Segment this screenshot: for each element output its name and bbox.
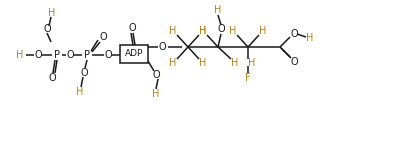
- Text: H: H: [169, 26, 177, 36]
- Text: H: H: [16, 50, 24, 60]
- Text: H: H: [152, 89, 160, 99]
- Text: O: O: [43, 24, 51, 34]
- Text: O: O: [290, 57, 298, 67]
- Text: P: P: [84, 50, 90, 60]
- Text: H: H: [199, 26, 207, 36]
- Text: H: H: [231, 58, 239, 68]
- Text: O: O: [217, 24, 225, 34]
- Text: H: H: [306, 33, 314, 43]
- Text: O: O: [80, 68, 88, 78]
- Text: O: O: [104, 50, 112, 60]
- Text: H: H: [214, 5, 222, 15]
- Text: O: O: [99, 32, 107, 42]
- Text: H: H: [48, 8, 56, 18]
- Text: O: O: [152, 70, 160, 80]
- Text: ADP: ADP: [125, 49, 143, 59]
- Text: P: P: [54, 50, 60, 60]
- Text: O: O: [34, 50, 42, 60]
- Text: H: H: [199, 26, 207, 36]
- Text: O: O: [158, 42, 166, 52]
- Text: H: H: [248, 58, 256, 68]
- Text: O: O: [48, 73, 56, 83]
- Text: O: O: [128, 23, 136, 33]
- Text: O: O: [66, 50, 74, 60]
- Text: H: H: [199, 58, 207, 68]
- Text: O: O: [290, 29, 298, 39]
- Text: H: H: [229, 26, 237, 36]
- Text: F: F: [245, 73, 251, 83]
- Bar: [120, 45, 148, 63]
- Text: H: H: [259, 26, 267, 36]
- Text: H: H: [76, 87, 84, 97]
- Text: H: H: [169, 58, 177, 68]
